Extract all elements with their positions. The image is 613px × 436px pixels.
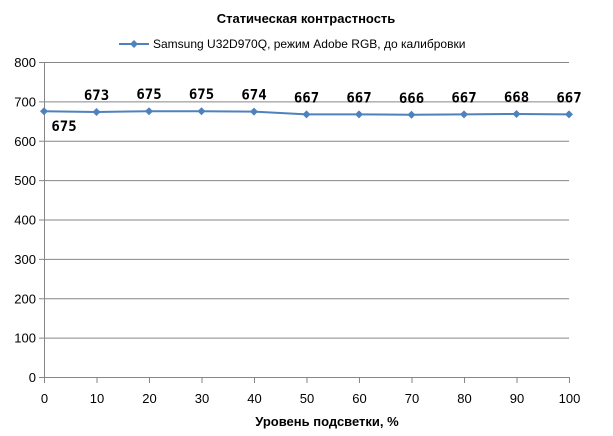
- chart-title: Статическая контрастность: [217, 11, 396, 26]
- y-tick-labels: 0 100 200 300 400 500 600 700 800: [14, 55, 36, 385]
- y-tick-label: 300: [14, 252, 36, 267]
- data-point: [250, 107, 258, 116]
- legend-marker: [130, 40, 138, 48]
- legend: Samsung U32D970Q, режим Adobe RGB, до ка…: [119, 37, 465, 51]
- data-label: 667: [451, 90, 476, 106]
- y-tick-label: 500: [14, 173, 36, 188]
- x-tick-label: 40: [247, 391, 261, 406]
- x-tick-label: 30: [195, 391, 209, 406]
- x-axis-title: Уровень подсветки, %: [255, 414, 399, 429]
- data-point: [302, 110, 311, 119]
- data-label: 675: [136, 87, 161, 103]
- data-point: [197, 107, 206, 116]
- data-label: 675: [51, 119, 76, 135]
- legend-label: Samsung U32D970Q, режим Adobe RGB, до ка…: [153, 37, 465, 51]
- data-label: 675: [189, 87, 214, 103]
- x-tick-label: 10: [90, 391, 104, 406]
- y-tick-label: 0: [29, 370, 36, 385]
- y-tick-label: 700: [14, 94, 36, 109]
- data-point: [40, 107, 48, 116]
- data-point: [407, 110, 416, 119]
- x-tick-labels: 0 10 20 30 40 50 60 70 80 90 100: [41, 391, 580, 406]
- x-tick-label: 70: [405, 391, 419, 406]
- data-labels: 675 673 675 675 674 667 667 666 667 668 667: [51, 87, 581, 135]
- data-label: 667: [294, 90, 319, 106]
- data-point: [565, 110, 573, 119]
- y-tick-label: 400: [14, 213, 36, 228]
- y-tick-label: 800: [14, 55, 36, 70]
- data-label: 667: [346, 90, 371, 106]
- data-point: [145, 107, 153, 116]
- gridlines: [44, 62, 569, 339]
- y-tick-label: 100: [14, 331, 36, 346]
- data-point: [92, 108, 101, 117]
- data-point: [460, 110, 468, 119]
- x-tick-label: 60: [352, 391, 366, 406]
- x-tick-label: 50: [300, 391, 314, 406]
- x-tick-label: 90: [510, 391, 524, 406]
- data-point: [355, 110, 363, 119]
- x-tick-label: 80: [457, 391, 471, 406]
- data-label: 674: [241, 88, 266, 104]
- data-label: 668: [504, 90, 529, 106]
- data-label: 666: [399, 91, 424, 107]
- x-tick-label: 20: [142, 391, 156, 406]
- x-tick-label: 100: [559, 391, 581, 406]
- data-label: 673: [84, 88, 109, 104]
- y-tick-label: 200: [14, 291, 36, 306]
- data-label: 667: [556, 90, 581, 106]
- series-markers: [40, 107, 573, 119]
- y-tick-label: 600: [14, 134, 36, 149]
- data-point: [512, 109, 521, 118]
- x-tick-label: 0: [41, 391, 48, 406]
- axes: [39, 62, 570, 383]
